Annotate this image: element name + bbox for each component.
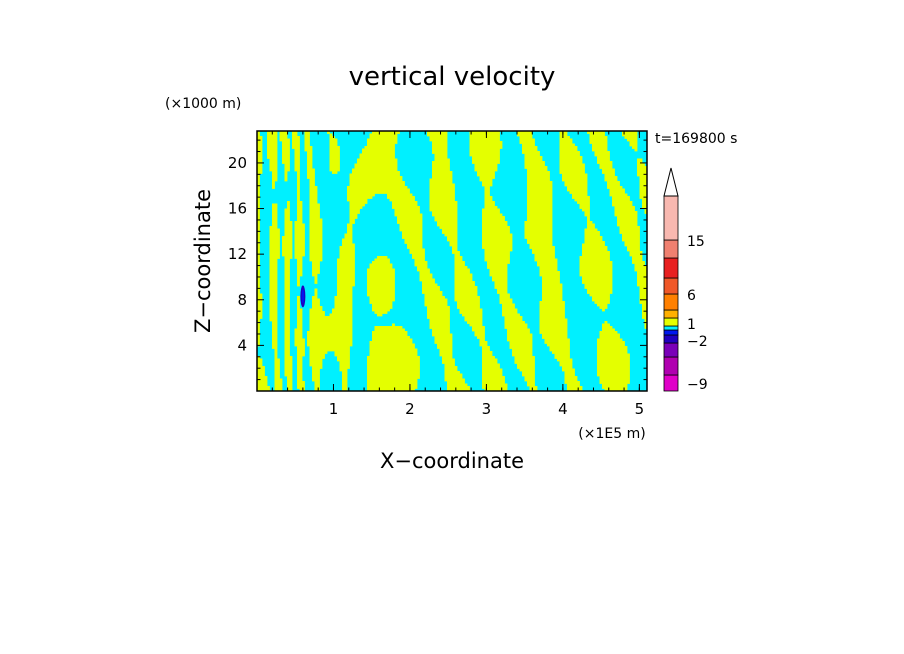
colorbar-segment bbox=[663, 342, 679, 358]
x-axis: 1 2 3 4 5 bbox=[271, 131, 645, 418]
colorbar-segment bbox=[663, 317, 679, 327]
colorbar-label: 1 bbox=[687, 317, 696, 333]
downdraft-core-inner bbox=[301, 289, 305, 304]
colorbar-segment bbox=[663, 293, 679, 311]
y-axis-label: Z−coordinate bbox=[191, 189, 215, 333]
colorbar-label: 15 bbox=[687, 234, 705, 250]
y-tick-label: 4 bbox=[237, 336, 247, 354]
colorbar-label: −2 bbox=[687, 334, 708, 350]
x-axis-label: X−coordinate bbox=[380, 449, 524, 473]
updraft-regions bbox=[257, 131, 647, 391]
x-tick-label: 3 bbox=[482, 400, 492, 418]
x-unit-label: (×1E5 m) bbox=[578, 426, 645, 442]
x-tick-label: 4 bbox=[558, 400, 568, 418]
y-unit-label: (×1000 m) bbox=[165, 96, 241, 112]
x-tick-label: 2 bbox=[405, 400, 415, 418]
colorbar-segment bbox=[663, 309, 679, 319]
colorbar-label: −9 bbox=[687, 377, 708, 393]
x-tick-label: 5 bbox=[635, 400, 645, 418]
time-label: t=169800 s bbox=[655, 131, 737, 147]
x-tick-label: 1 bbox=[329, 400, 339, 418]
y-axis: 4 8 12 16 20 bbox=[228, 139, 647, 381]
y-tick-label: 20 bbox=[228, 154, 247, 172]
chart-title: vertical velocity bbox=[349, 62, 556, 92]
colorbar-label: 6 bbox=[687, 288, 696, 304]
colorbar: −9 −21 6 15 bbox=[663, 167, 708, 393]
colorbar-segment bbox=[663, 239, 679, 259]
colorbar-segment bbox=[663, 195, 679, 241]
colorbar-segment bbox=[663, 374, 679, 392]
colorbar-extension bbox=[663, 167, 679, 197]
colorbar-segment bbox=[663, 356, 679, 376]
colorbar-segment bbox=[663, 325, 679, 331]
velocity-field bbox=[257, 131, 647, 391]
plot-frame bbox=[256, 130, 648, 392]
y-tick-label: 12 bbox=[228, 245, 247, 263]
y-tick-label: 8 bbox=[237, 291, 247, 309]
colorbar-segment bbox=[663, 329, 679, 336]
colorbar-segment bbox=[663, 334, 679, 344]
colorbar-segment bbox=[663, 257, 679, 279]
colorbar-segment bbox=[663, 277, 679, 295]
y-tick-label: 16 bbox=[228, 200, 247, 218]
